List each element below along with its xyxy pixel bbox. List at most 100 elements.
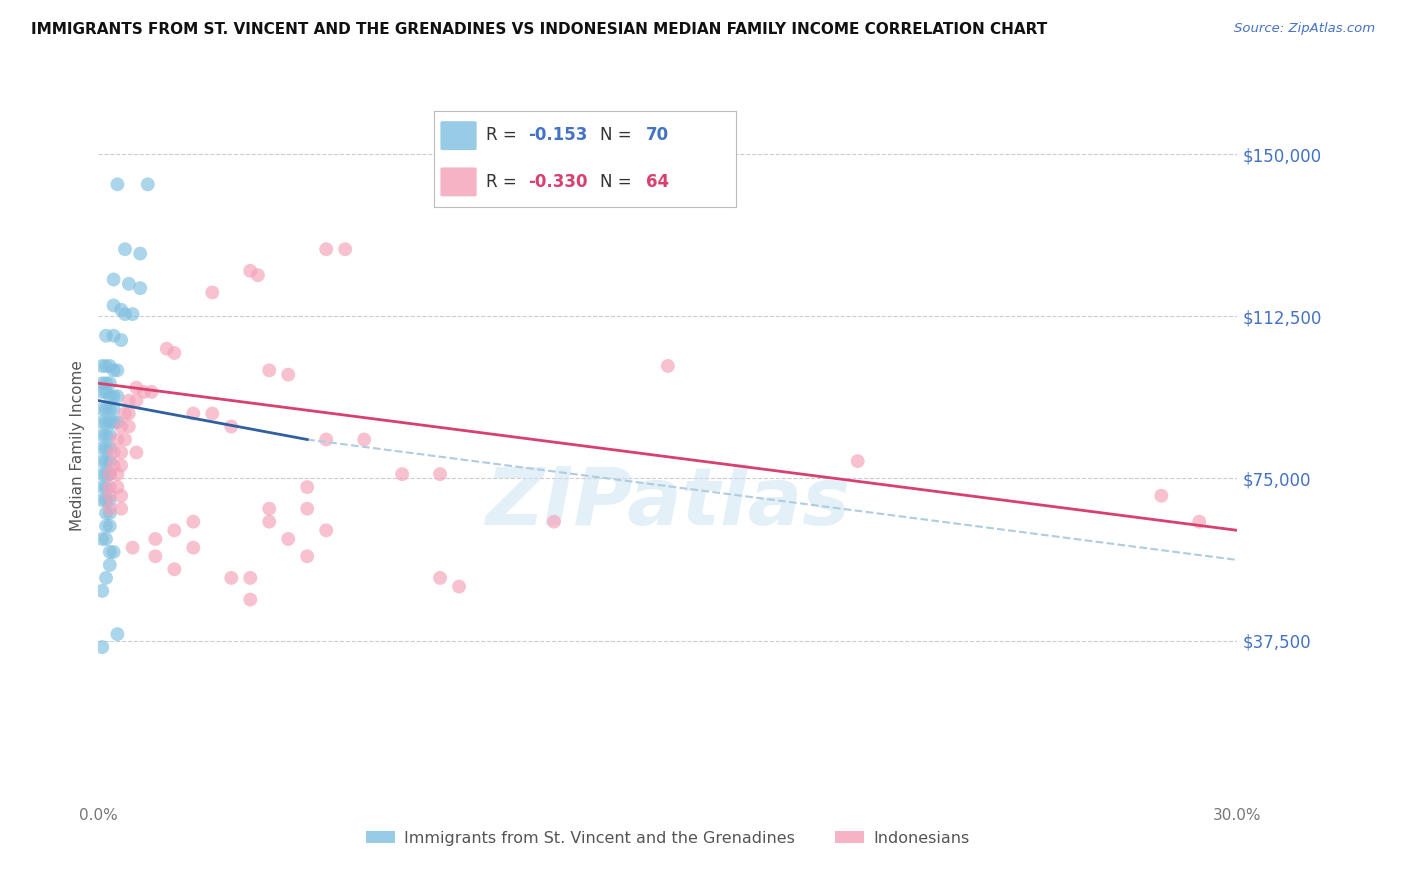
- Point: [94, 532, 117, 546]
- Point: [114, 407, 136, 421]
- Point: [110, 445, 132, 459]
- Point: [91, 376, 114, 391]
- Point: [118, 419, 141, 434]
- Point: [353, 433, 375, 447]
- Point: [429, 467, 451, 482]
- Point: [94, 506, 117, 520]
- Point: [156, 342, 179, 356]
- Point: [145, 549, 167, 564]
- Point: [91, 441, 114, 455]
- Point: [183, 515, 205, 529]
- Point: [118, 277, 141, 291]
- Point: [114, 433, 136, 447]
- Point: [132, 384, 155, 399]
- Point: [239, 264, 262, 278]
- Point: [98, 467, 121, 482]
- Point: [98, 506, 121, 520]
- Point: [103, 272, 125, 286]
- Point: [110, 501, 132, 516]
- Point: [94, 480, 117, 494]
- Point: [103, 328, 125, 343]
- Point: [125, 393, 148, 408]
- Point: [129, 281, 152, 295]
- Point: [277, 368, 299, 382]
- Point: [125, 381, 148, 395]
- Point: [297, 501, 319, 516]
- Point: [94, 384, 117, 399]
- Point: [110, 333, 132, 347]
- Point: [107, 627, 129, 641]
- Point: [121, 307, 143, 321]
- Point: [107, 415, 129, 429]
- Point: [107, 467, 129, 482]
- Point: [94, 428, 117, 442]
- Point: [163, 346, 186, 360]
- Point: [315, 433, 337, 447]
- Point: [91, 493, 114, 508]
- Point: [98, 376, 121, 391]
- Point: [129, 246, 152, 260]
- Point: [107, 363, 129, 377]
- Text: Source: ZipAtlas.com: Source: ZipAtlas.com: [1234, 22, 1375, 36]
- Point: [163, 524, 186, 538]
- Point: [91, 384, 114, 399]
- Point: [259, 363, 281, 377]
- Point: [94, 493, 117, 508]
- Point: [103, 415, 125, 429]
- Point: [91, 480, 114, 494]
- Point: [121, 541, 143, 555]
- Point: [297, 480, 319, 494]
- Point: [98, 519, 121, 533]
- Point: [114, 242, 136, 256]
- Point: [136, 178, 159, 192]
- Point: [98, 402, 121, 417]
- Point: [110, 489, 132, 503]
- Point: [449, 580, 471, 594]
- Point: [657, 359, 679, 373]
- Point: [91, 428, 114, 442]
- Point: [183, 407, 205, 421]
- Point: [103, 402, 125, 417]
- Point: [107, 389, 129, 403]
- Point: [103, 445, 125, 459]
- Point: [239, 571, 262, 585]
- Point: [91, 467, 114, 482]
- Text: IMMIGRANTS FROM ST. VINCENT AND THE GRENADINES VS INDONESIAN MEDIAN FAMILY INCOM: IMMIGRANTS FROM ST. VINCENT AND THE GREN…: [31, 22, 1047, 37]
- Point: [107, 480, 129, 494]
- Point: [98, 428, 121, 442]
- Point: [259, 501, 281, 516]
- Point: [239, 592, 262, 607]
- Point: [163, 562, 186, 576]
- Point: [221, 571, 243, 585]
- Point: [1188, 515, 1211, 529]
- Point: [94, 571, 117, 585]
- Point: [103, 298, 125, 312]
- Point: [98, 441, 121, 455]
- Point: [391, 467, 413, 482]
- Point: [94, 402, 117, 417]
- Text: ZIPatlas: ZIPatlas: [485, 464, 851, 542]
- Point: [98, 454, 121, 468]
- Point: [335, 242, 357, 256]
- Point: [94, 328, 117, 343]
- Point: [98, 489, 121, 503]
- Point: [91, 454, 114, 468]
- Point: [246, 268, 269, 282]
- Point: [91, 532, 114, 546]
- Point: [141, 384, 163, 399]
- Point: [107, 433, 129, 447]
- Point: [91, 640, 114, 654]
- Point: [110, 458, 132, 473]
- Point: [94, 376, 117, 391]
- Point: [94, 441, 117, 455]
- Point: [110, 302, 132, 317]
- Point: [98, 493, 121, 508]
- Point: [315, 524, 337, 538]
- Point: [315, 242, 337, 256]
- Y-axis label: Median Family Income: Median Family Income: [69, 360, 84, 532]
- Point: [94, 415, 117, 429]
- Point: [118, 393, 141, 408]
- Point: [259, 515, 281, 529]
- Point: [201, 285, 224, 300]
- Point: [297, 549, 319, 564]
